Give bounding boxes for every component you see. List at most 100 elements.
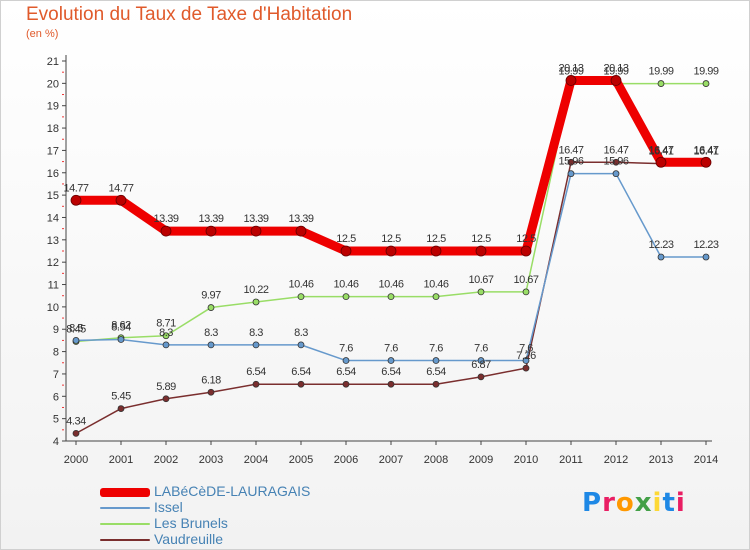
data-label: 7.6 xyxy=(519,343,533,355)
data-point xyxy=(117,405,125,412)
data-point xyxy=(567,170,575,178)
data-label: 6.87 xyxy=(471,359,491,371)
data-label: 8.71 xyxy=(156,318,176,330)
data-point xyxy=(387,293,395,301)
legend-swatch xyxy=(100,539,150,541)
data-label: 7.6 xyxy=(384,343,398,355)
chart-title: Evolution du Taux de Taxe d'Habitation xyxy=(26,4,353,25)
data-label: 4.34 xyxy=(66,415,86,427)
chart-subtitle: (en %) xyxy=(26,28,59,40)
data-label: 12.5 xyxy=(516,233,536,245)
x-tick-label: 2011 xyxy=(559,454,583,466)
data-point xyxy=(612,170,620,178)
x-tick-label: 2013 xyxy=(649,454,673,466)
data-point xyxy=(477,357,485,364)
data-label: 16.47 xyxy=(693,144,718,156)
y-tick-label: 15 xyxy=(47,190,59,202)
data-point xyxy=(702,80,710,87)
y-tick-label: 7 xyxy=(53,369,59,381)
data-label: 10.46 xyxy=(378,279,403,291)
logo-letter: o xyxy=(615,488,635,518)
y-tick-label: 19 xyxy=(47,101,59,113)
legend-label: Vaudreuille xyxy=(154,531,224,547)
data-label: 14.77 xyxy=(108,182,133,194)
data-label: 8.3 xyxy=(249,327,263,339)
data-label: 19.99 xyxy=(558,66,583,78)
y-tick-label: 10 xyxy=(47,302,59,314)
y-tick-label: 8 xyxy=(53,347,59,359)
x-tick-label: 2004 xyxy=(244,454,268,466)
data-point xyxy=(72,337,80,344)
data-label: 12.23 xyxy=(648,239,673,251)
data-point xyxy=(70,194,82,206)
data-point xyxy=(295,225,307,237)
data-point xyxy=(342,293,350,301)
data-label: 5.89 xyxy=(156,381,176,393)
data-point xyxy=(342,357,350,364)
y-tick-label: 12 xyxy=(47,257,59,269)
legend-label: LABéCèDE-LAURAGAIS xyxy=(154,483,311,499)
x-tick-label: 2002 xyxy=(154,454,178,466)
y-tick-label: 11 xyxy=(48,280,59,292)
data-label: 8.3 xyxy=(204,327,218,339)
proxiti-logo: Proxiti xyxy=(582,488,686,518)
data-point xyxy=(252,341,260,349)
data-label: 8.5 xyxy=(69,322,83,334)
data-point xyxy=(520,245,532,257)
data-label: 20.13 xyxy=(603,62,628,74)
data-label: 12.5 xyxy=(426,233,446,245)
data-label: 8.45 xyxy=(66,324,86,336)
data-point xyxy=(522,288,530,296)
data-label: 8.62 xyxy=(111,320,131,332)
data-label: 16.47 xyxy=(603,144,628,156)
data-label: 19.99 xyxy=(603,66,628,78)
data-label: 15.96 xyxy=(558,156,583,168)
logo-letter: r xyxy=(602,488,616,518)
data-label: 20.13 xyxy=(558,62,583,74)
data-point xyxy=(340,245,352,257)
data-point xyxy=(432,380,440,388)
data-label: 19.99 xyxy=(648,66,673,78)
data-label: 16.47 xyxy=(648,144,673,156)
y-tick-label: 14 xyxy=(47,212,59,224)
data-point xyxy=(252,380,260,388)
x-tick-label: 2006 xyxy=(334,454,358,466)
data-point xyxy=(702,253,710,261)
data-point xyxy=(385,245,397,257)
y-tick-label: 6 xyxy=(53,391,59,403)
data-label: 16.41 xyxy=(648,146,673,158)
y-tick-label: 21 xyxy=(47,56,59,68)
x-tick-label: 2009 xyxy=(469,454,493,466)
data-point xyxy=(432,357,440,364)
x-tick-label: 2001 xyxy=(109,454,133,466)
logo-letter: P xyxy=(582,488,603,518)
x-tick-label: 2012 xyxy=(604,454,628,466)
data-label: 10.46 xyxy=(423,279,448,291)
data-point xyxy=(477,288,485,296)
data-label: 6.54 xyxy=(291,366,311,378)
x-tick-label: 2010 xyxy=(514,454,538,466)
data-label: 16.41 xyxy=(693,146,718,158)
data-point xyxy=(162,341,170,349)
data-point xyxy=(475,245,487,257)
logo-letter: x xyxy=(634,488,653,518)
data-label: 6.54 xyxy=(246,366,266,378)
data-label: 6.54 xyxy=(336,366,356,378)
legend-label: Les Brunels xyxy=(154,515,228,531)
data-point xyxy=(207,304,215,311)
data-point xyxy=(160,225,172,237)
y-tick-label: 4 xyxy=(53,436,59,448)
data-label: 10.46 xyxy=(333,279,358,291)
data-label: 10.67 xyxy=(468,274,493,286)
data-point xyxy=(72,429,80,437)
y-tick-label: 17 xyxy=(47,145,59,157)
data-point xyxy=(297,380,305,388)
data-label: 13.39 xyxy=(243,213,268,225)
data-point xyxy=(252,298,260,306)
data-point xyxy=(565,75,577,86)
data-label: 10.67 xyxy=(513,274,538,286)
x-tick-label: 2008 xyxy=(424,454,448,466)
data-point xyxy=(610,75,622,86)
logo-letter: t xyxy=(662,488,676,518)
data-point xyxy=(250,225,262,237)
